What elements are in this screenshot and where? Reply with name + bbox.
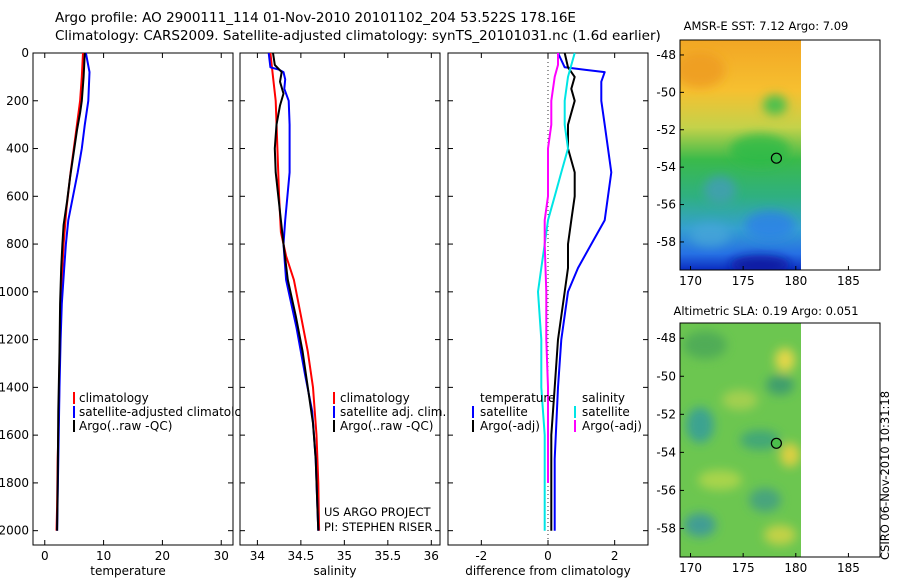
series-line	[272, 52, 320, 531]
y-tick-label: -56	[656, 198, 676, 212]
salinity-profile-panel: 34 34.5 35 35.5 36 salinity climatology sate…	[239, 52, 446, 578]
y-tick-label: -50	[656, 369, 676, 383]
x-tick-label: 185	[837, 274, 860, 288]
plot-frame	[32, 52, 234, 546]
x-tick-label: 2	[611, 549, 619, 563]
series-line	[537, 52, 576, 531]
map-title: AMSR-E SST: 7.12 Argo: 7.09	[684, 19, 849, 33]
x-tick-label: 35	[337, 549, 352, 563]
x-tick-label: 185	[837, 561, 860, 575]
legend-label: Argo(..raw -QC)	[340, 419, 433, 433]
legend-label: satellite	[582, 405, 630, 419]
legend-label: Argo(-adj)	[582, 419, 642, 433]
legend-label: Argo(-adj)	[480, 419, 540, 433]
series-line	[553, 52, 613, 531]
legend-label: satellite-adjusted climatolog	[79, 405, 249, 419]
series-line	[543, 53, 559, 483]
x-tick-label: 10	[96, 549, 111, 563]
y-tick-label: 200	[6, 94, 29, 108]
map-title: Altimetric SLA: 0.19 Argo: 0.051	[673, 304, 858, 318]
legend: climatology satellite adj. clim. Argo(..…	[333, 391, 446, 433]
legend-label: satellite adj. clim.	[340, 405, 446, 419]
x-tick-label: 34	[250, 549, 265, 563]
argo-float-marker	[770, 152, 783, 164]
legend: climatology satellite-adjusted climatolo…	[73, 391, 249, 433]
y-tick-label: -58	[656, 235, 676, 249]
x-axis-label: difference from climatology	[465, 564, 631, 578]
y-tick-label: 800	[6, 237, 29, 251]
sst-map-panel: AMSR-E SST: 7.12 Argo: 7.09 170 175 180 185…	[656, 19, 881, 288]
y-tick-label: -56	[656, 483, 676, 497]
y-tick-label: 1200	[0, 333, 29, 347]
y-tick-label: 1400	[0, 380, 29, 394]
plot-header-line2: Climatology: CARS2009. Satellite-adjuste…	[55, 28, 661, 44]
legend-label: climatology	[340, 391, 410, 405]
x-tick-label: 30	[214, 549, 229, 563]
x-tick-label: 180	[784, 274, 807, 288]
y-tick-label: 1000	[0, 285, 29, 299]
map-frame	[679, 39, 881, 271]
plot-frame	[239, 52, 441, 546]
y-tick-label: -48	[656, 48, 676, 62]
legend-label: Argo(..raw -QC)	[79, 419, 172, 433]
x-tick-label: 175	[732, 561, 755, 575]
x-tick-label: 0	[544, 549, 552, 563]
x-tick-label: 0	[41, 549, 49, 563]
y-tick-label: 1800	[0, 476, 29, 490]
x-tick-label: 20	[155, 549, 170, 563]
legend-title-temperature: temperature	[480, 391, 555, 405]
series-line	[550, 52, 576, 531]
x-tick-label: 35.5	[374, 549, 401, 563]
x-tick-label: 170	[679, 274, 702, 288]
y-tick-label: -52	[656, 123, 676, 137]
sla-field	[680, 323, 801, 557]
y-tick-label: -58	[656, 521, 676, 535]
legend-label: satellite	[480, 405, 528, 419]
temperature-profile-panel: 0 10 20 30 0 200 400 600 800 1000 1200 1400 1600 1800…	[0, 46, 249, 578]
x-tick-label: 170	[679, 561, 702, 575]
y-tick-label: 2000	[0, 524, 29, 538]
series-line	[56, 52, 86, 531]
x-tick-label: 175	[732, 274, 755, 288]
legend-label: climatology	[79, 391, 149, 405]
argo-float-marker	[770, 437, 783, 449]
x-axis-label: salinity	[313, 564, 356, 578]
y-tick-label: 0	[21, 46, 29, 60]
y-tick-label: -52	[656, 407, 676, 421]
legend-title-salinity: salinity	[582, 391, 625, 405]
y-tick-label: 400	[6, 142, 29, 156]
sla-map-panel: Altimetric SLA: 0.19 Argo: 0.051 170 175 1…	[656, 304, 881, 575]
y-tick-label: -50	[656, 85, 676, 99]
x-tick-label: -2	[475, 549, 487, 563]
credit-project: US ARGO PROJECT	[324, 505, 432, 519]
x-tick-label: 180	[784, 561, 807, 575]
legend: temperature satellite Argo(-adj) salinit…	[472, 391, 642, 433]
series-line	[269, 52, 321, 531]
x-tick-label: 36	[424, 549, 439, 563]
y-tick-label: -54	[656, 445, 676, 459]
x-axis-label: temperature	[90, 564, 165, 578]
x-tick-label: 34.5	[288, 549, 315, 563]
y-tick-label: 600	[6, 189, 29, 203]
map-frame	[679, 322, 881, 558]
credit-pi: PI: STEPHEN RISER	[324, 520, 433, 534]
y-tick-label: 1600	[0, 428, 29, 442]
difference-profile-panel: -2 0 2 difference from climatology tempera…	[447, 52, 649, 578]
sst-field	[680, 40, 801, 270]
plot-header-line1: Argo profile: AO 2900111_114 01-Nov-2010…	[55, 10, 576, 26]
y-tick-label: -48	[656, 331, 676, 345]
y-tick-label: -54	[656, 160, 676, 174]
